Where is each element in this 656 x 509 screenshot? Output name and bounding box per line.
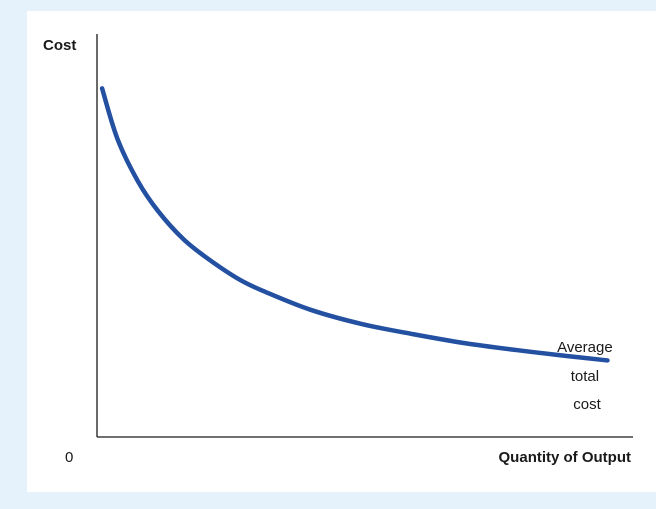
curve-label-line-1: Average xyxy=(557,339,613,356)
y-axis-label: Cost xyxy=(43,37,76,54)
curve-label: Average total cost xyxy=(557,339,617,413)
average-total-cost-curve xyxy=(99,86,610,363)
curve-label-line-2: total xyxy=(571,368,599,385)
origin-label: 0 xyxy=(65,449,73,466)
x-axis-label: Quantity of Output xyxy=(499,449,631,466)
curve-label-line-3: cost xyxy=(573,396,601,413)
chart-panel xyxy=(27,11,656,492)
